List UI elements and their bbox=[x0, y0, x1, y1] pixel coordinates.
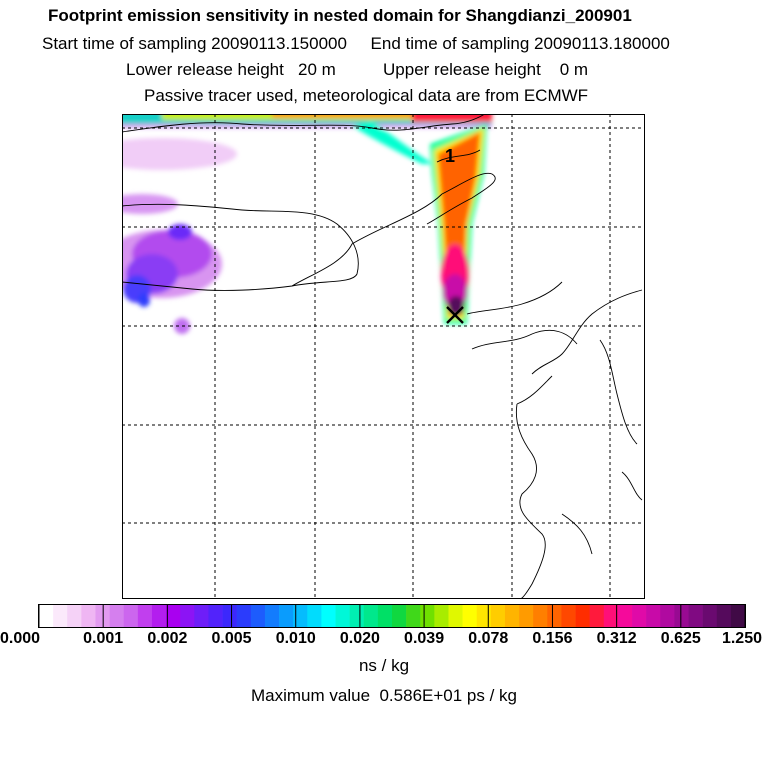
colorbar-frame bbox=[38, 604, 746, 628]
colorbar-tick-label: 1.250 bbox=[721, 630, 762, 647]
tracer-info-line: Passive tracer used, meteorological data… bbox=[144, 86, 589, 105]
colorbar-swatch bbox=[236, 605, 252, 627]
colorbar-swatch bbox=[279, 605, 294, 627]
colorbar-swatch bbox=[194, 605, 209, 627]
colorbar-tick-label: 0.000 bbox=[0, 630, 41, 647]
colorbar-swatch bbox=[462, 605, 478, 627]
colorbar bbox=[38, 604, 746, 628]
map-grid bbox=[122, 114, 645, 599]
colorbar-swatch bbox=[151, 605, 167, 627]
colorbar-swatch bbox=[222, 605, 237, 627]
colorbar-tick-label: 0.005 bbox=[211, 630, 252, 647]
colorbar-swatch bbox=[39, 605, 54, 627]
colorbar-swatch bbox=[377, 605, 393, 627]
colorbar-swatch bbox=[250, 605, 266, 627]
colorbar-swatch bbox=[335, 605, 350, 627]
release-point-marker bbox=[446, 306, 464, 324]
colorbar-swatch bbox=[632, 605, 647, 627]
coastlines-boundaries bbox=[122, 114, 643, 599]
colorbar-swatch bbox=[434, 605, 449, 627]
colorbar-swatch bbox=[730, 605, 746, 627]
colorbar-tick-label: 0.001 bbox=[83, 630, 124, 647]
colorbar-swatch bbox=[519, 605, 534, 627]
colorbar-swatch bbox=[504, 605, 520, 627]
colorbar-swatch bbox=[448, 605, 463, 627]
colorbar-swatch bbox=[660, 605, 675, 627]
colorbar-swatch bbox=[420, 605, 435, 627]
colorbar-swatch bbox=[123, 605, 139, 627]
colorbar-swatch bbox=[180, 605, 195, 627]
colorbar-tick-label: 0.002 bbox=[147, 630, 188, 647]
colorbar-swatch bbox=[406, 605, 421, 627]
map-marker-label: 1 bbox=[445, 146, 455, 166]
release-height-line: Lower release height 20 m Upper release … bbox=[126, 60, 589, 79]
map-title: Footprint emission sensitivity in nested… bbox=[48, 6, 632, 25]
colorbar-swatch bbox=[561, 605, 576, 627]
colorbar-swatch bbox=[688, 605, 703, 627]
colorbar-swatch bbox=[490, 605, 506, 627]
colorbar-swatch bbox=[349, 605, 365, 627]
colorbar-swatch bbox=[533, 605, 548, 627]
colorbar-swatch bbox=[702, 605, 718, 627]
main-plume bbox=[430, 124, 487, 324]
north-plume-band bbox=[122, 114, 492, 164]
colorbar-swatch bbox=[575, 605, 590, 627]
maximum-value-line: Maximum value 0.586E+01 ps / kg bbox=[251, 686, 517, 705]
colorbar-swatch bbox=[109, 605, 125, 627]
colorbar-swatch bbox=[53, 605, 68, 627]
colorbar-swatch bbox=[137, 605, 153, 627]
west-plume bbox=[122, 138, 237, 334]
colorbar-tick-label: 0.010 bbox=[275, 630, 316, 647]
colorbar-swatch bbox=[81, 605, 96, 627]
sampling-time-line: Start time of sampling 20090113.150000 E… bbox=[42, 34, 670, 53]
colorbar-swatch bbox=[166, 605, 181, 627]
colorbar-swatch bbox=[363, 605, 379, 627]
colorbar-swatch bbox=[476, 605, 492, 627]
colorbar-swatch bbox=[208, 605, 223, 627]
colorbar-swatch bbox=[67, 605, 82, 627]
colorbar-tick-label: 0.156 bbox=[532, 630, 573, 647]
colorbar-tick-label: 0.078 bbox=[468, 630, 509, 647]
colorbar-swatch bbox=[716, 605, 732, 627]
colorbar-swatch bbox=[617, 605, 633, 627]
colorbar-swatch bbox=[392, 605, 407, 627]
colorbar-tick-label: 0.625 bbox=[660, 630, 701, 647]
colorbar-swatch bbox=[321, 605, 336, 627]
colorbar-swatch bbox=[547, 605, 562, 627]
footprint-map: 1 bbox=[122, 114, 645, 599]
colorbar-swatch bbox=[646, 605, 661, 627]
colorbar-swatch bbox=[264, 605, 280, 627]
colorbar-tick-label: 0.312 bbox=[596, 630, 637, 647]
colorbar-swatch bbox=[307, 605, 322, 627]
colorbar-tick-label: 0.039 bbox=[404, 630, 445, 647]
colorbar-swatch bbox=[674, 605, 689, 627]
colorbar-swatch bbox=[589, 605, 605, 627]
colorbar-tick-label: 0.020 bbox=[339, 630, 380, 647]
colorbar-swatch bbox=[603, 605, 619, 627]
colorbar-swatch bbox=[293, 605, 308, 627]
colorbar-unit-label: ns / kg bbox=[358, 656, 410, 675]
